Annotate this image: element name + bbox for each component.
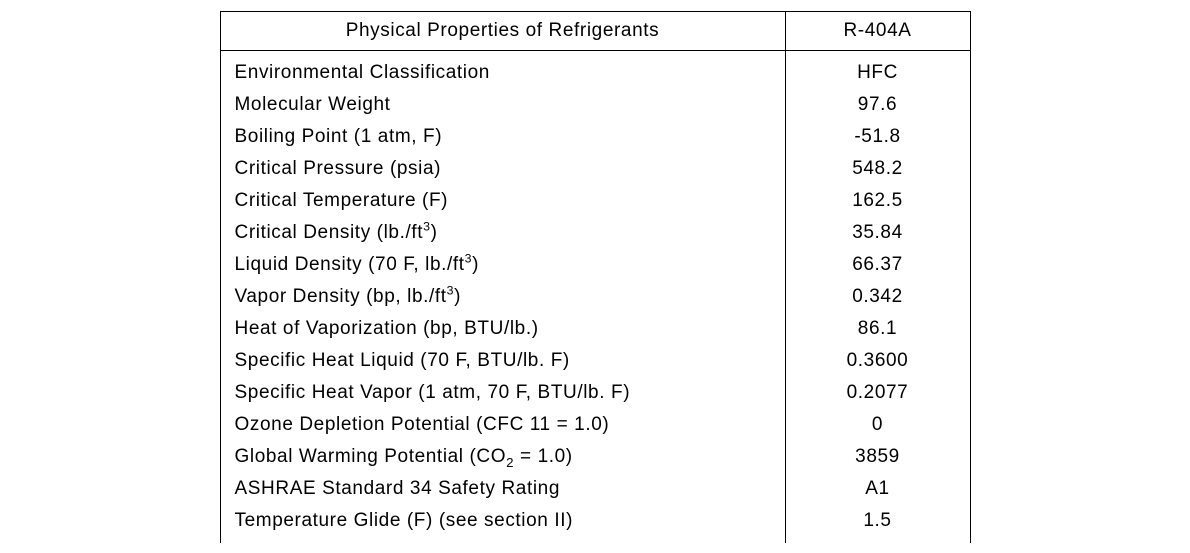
property-value: 3859: [800, 441, 956, 473]
property-label: Temperature Glide (F) (see section II): [235, 505, 771, 537]
property-value: 0.2077: [800, 377, 956, 409]
property-value: -51.8: [800, 121, 956, 153]
property-value: 0.3600: [800, 345, 956, 377]
property-value: 1.5: [800, 505, 956, 537]
property-label: Global Warming Potential (CO2 = 1.0): [235, 441, 771, 473]
property-value: 86.1: [800, 313, 956, 345]
property-label: Specific Heat Vapor (1 atm, 70 F, BTU/lb…: [235, 377, 771, 409]
property-label: Liquid Density (70 F, lb./ft3): [235, 249, 771, 281]
property-label: Specific Heat Liquid (70 F, BTU/lb. F): [235, 345, 771, 377]
property-label: Environmental Classification: [235, 57, 771, 89]
table-body-row: Environmental ClassificationMolecular We…: [220, 50, 970, 543]
property-value: 0: [800, 409, 956, 441]
property-label: Molecular Weight: [235, 89, 771, 121]
property-value: HFC: [800, 57, 956, 89]
refrigerant-properties-table: Physical Properties of Refrigerants R-40…: [220, 11, 971, 543]
property-label: Heat of Vaporization (bp, BTU/lb.): [235, 313, 771, 345]
property-value: 162.5: [800, 185, 956, 217]
header-property-col: Physical Properties of Refrigerants: [220, 11, 785, 50]
property-label: Ozone Depletion Potential (CFC 11 = 1.0): [235, 409, 771, 441]
table-header-row: Physical Properties of Refrigerants R-40…: [220, 11, 970, 50]
property-value: 0.342: [800, 281, 956, 313]
property-labels-cell: Environmental ClassificationMolecular We…: [220, 50, 785, 543]
property-value: 66.37: [800, 249, 956, 281]
property-value: 35.84: [800, 217, 956, 249]
property-value: A1: [800, 473, 956, 505]
property-label: Vapor Density (bp, lb./ft3): [235, 281, 771, 313]
property-label: Critical Density (lb./ft3): [235, 217, 771, 249]
page-root: Physical Properties of Refrigerants R-40…: [0, 0, 1190, 553]
property-values-cell: HFC97.6-51.8548.2162.535.8466.370.34286.…: [785, 50, 970, 543]
header-value-col: R-404A: [785, 11, 970, 50]
property-label: ASHRAE Standard 34 Safety Rating: [235, 473, 771, 505]
property-label: Critical Temperature (F): [235, 185, 771, 217]
property-value: 97.6: [800, 89, 956, 121]
property-label: Critical Pressure (psia): [235, 153, 771, 185]
property-value: 548.2: [800, 153, 956, 185]
property-label: Boiling Point (1 atm, F): [235, 121, 771, 153]
